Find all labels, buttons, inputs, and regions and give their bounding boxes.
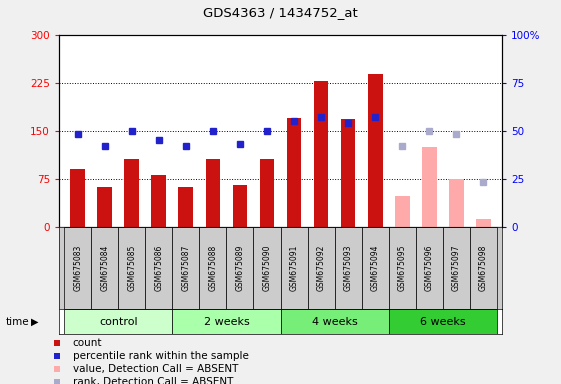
Bar	[125, 159, 139, 227]
Text: rank, Detection Call = ABSENT: rank, Detection Call = ABSENT	[73, 376, 233, 384]
Text: GSM675095: GSM675095	[398, 245, 407, 291]
Text: ▶: ▶	[31, 316, 38, 327]
Bar	[65, 227, 91, 309]
Bar	[280, 227, 307, 309]
Bar	[395, 196, 410, 227]
Bar	[314, 81, 329, 227]
Bar	[151, 175, 166, 227]
Bar	[172, 309, 280, 334]
Text: GSM675098: GSM675098	[479, 245, 488, 291]
Bar	[476, 219, 491, 227]
Bar	[91, 227, 118, 309]
Text: GSM675086: GSM675086	[154, 245, 163, 291]
Text: GDS4363 / 1434752_at: GDS4363 / 1434752_at	[203, 6, 358, 19]
Text: GSM675096: GSM675096	[425, 245, 434, 291]
Bar	[422, 147, 436, 227]
Bar	[443, 227, 470, 309]
Text: time: time	[6, 316, 29, 327]
Text: 2 weeks: 2 weeks	[204, 316, 249, 327]
Bar	[416, 227, 443, 309]
Bar	[470, 227, 496, 309]
Bar	[254, 227, 280, 309]
Bar	[145, 227, 172, 309]
Bar	[205, 159, 220, 227]
Bar	[449, 179, 463, 227]
Text: GSM675093: GSM675093	[343, 245, 352, 291]
Text: value, Detection Call = ABSENT: value, Detection Call = ABSENT	[73, 364, 238, 374]
Bar	[280, 309, 389, 334]
Bar	[389, 227, 416, 309]
Text: GSM675092: GSM675092	[316, 245, 325, 291]
Text: count: count	[73, 338, 102, 348]
Text: GSM675090: GSM675090	[263, 245, 272, 291]
Text: GSM675088: GSM675088	[209, 245, 218, 291]
Bar	[307, 227, 334, 309]
Bar	[227, 227, 254, 309]
Text: GSM675091: GSM675091	[289, 245, 298, 291]
Bar	[65, 309, 172, 334]
Bar	[260, 159, 274, 227]
Text: GSM675083: GSM675083	[73, 245, 82, 291]
Bar	[341, 119, 356, 227]
Bar	[178, 187, 194, 227]
Bar	[172, 227, 199, 309]
Text: 4 weeks: 4 weeks	[312, 316, 357, 327]
Bar	[199, 227, 227, 309]
Bar	[367, 74, 383, 227]
Bar	[70, 169, 85, 227]
Bar	[287, 118, 301, 227]
Text: GSM675085: GSM675085	[127, 245, 136, 291]
Bar	[118, 227, 145, 309]
Bar	[362, 227, 389, 309]
Bar	[98, 187, 112, 227]
Text: control: control	[99, 316, 137, 327]
Bar	[334, 227, 362, 309]
Text: GSM675087: GSM675087	[181, 245, 190, 291]
Text: GSM675097: GSM675097	[452, 245, 461, 291]
Text: GSM675084: GSM675084	[100, 245, 109, 291]
Text: percentile rank within the sample: percentile rank within the sample	[73, 351, 249, 361]
Bar	[389, 309, 496, 334]
Text: GSM675089: GSM675089	[236, 245, 245, 291]
Bar	[232, 185, 247, 227]
Text: GSM675094: GSM675094	[371, 245, 380, 291]
Text: 6 weeks: 6 weeks	[420, 316, 466, 327]
